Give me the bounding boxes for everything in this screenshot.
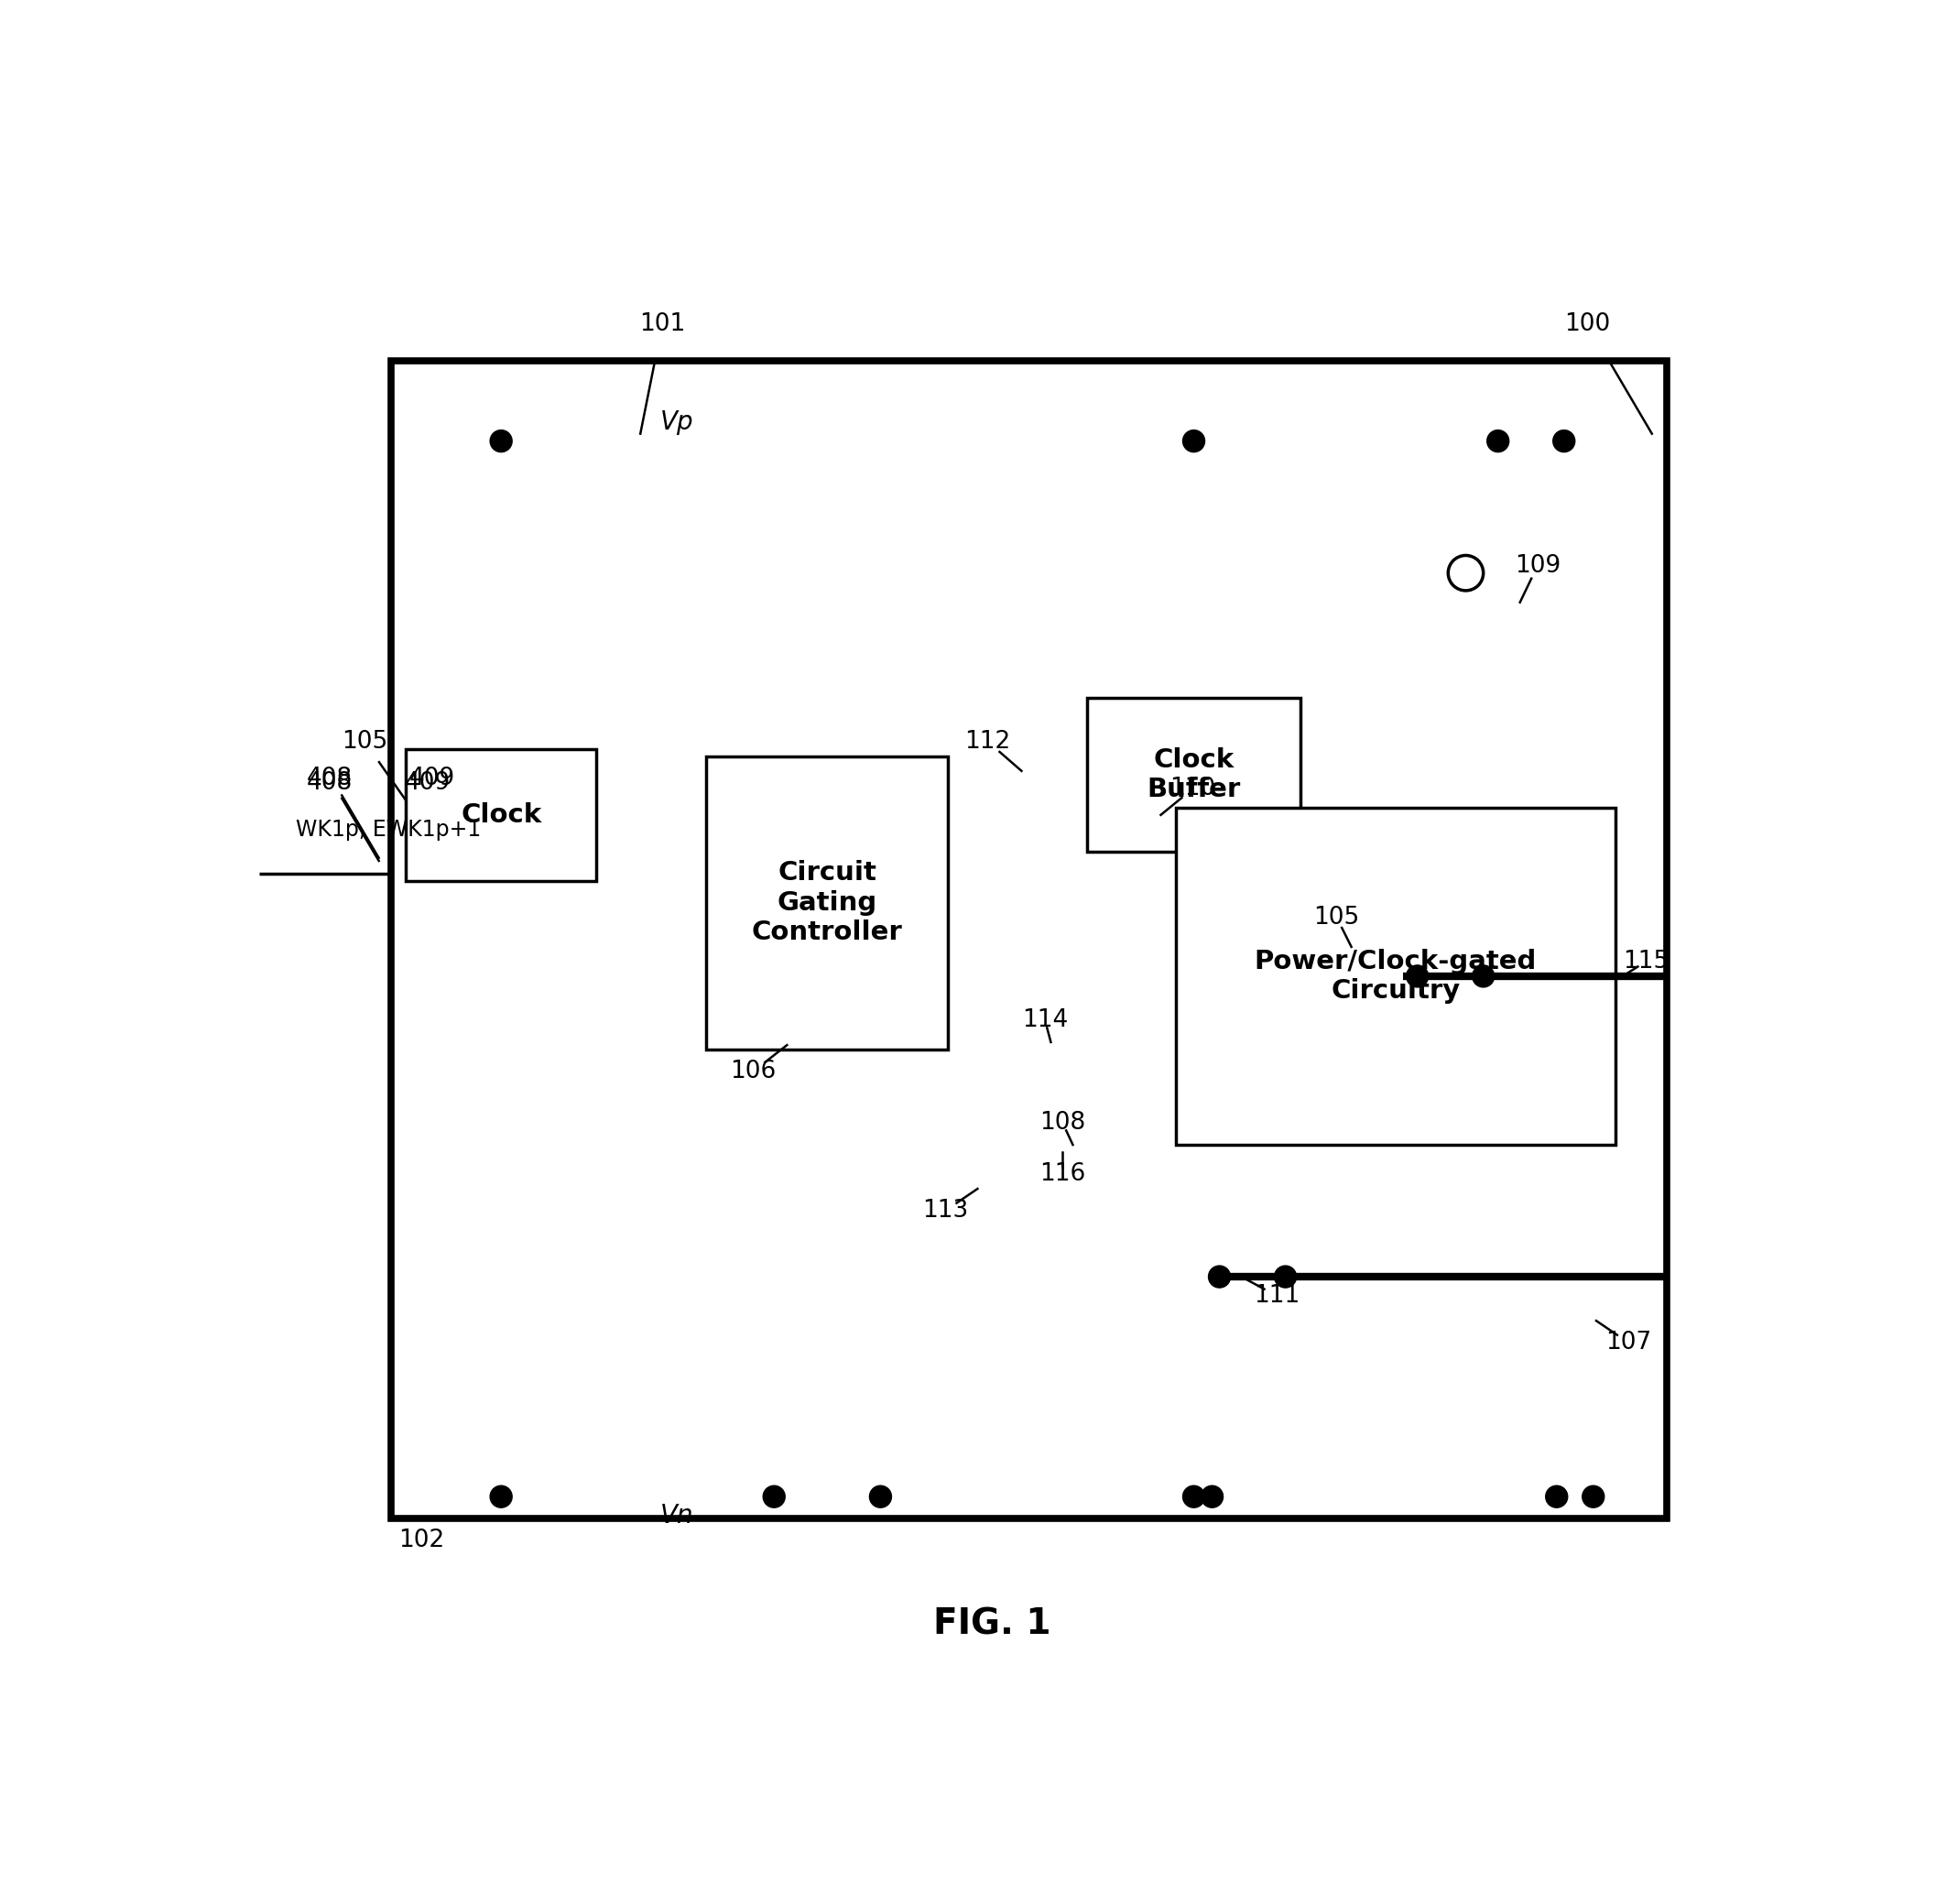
Circle shape [1545,1485,1568,1508]
Circle shape [1471,965,1495,986]
Circle shape [490,430,513,451]
Bar [1088,697,1301,851]
Circle shape [1208,1266,1231,1287]
Text: 100: 100 [1564,312,1611,335]
Circle shape [869,1485,891,1508]
Circle shape [763,1485,786,1508]
Text: 107: 107 [1605,1331,1651,1354]
Text: 108: 108 [1040,1110,1086,1135]
Text: FIG. 1: FIG. 1 [933,1607,1051,1641]
Bar [391,360,1667,1519]
Bar [407,748,596,882]
Circle shape [1183,430,1204,451]
Text: Circuit
Gating
Controller: Circuit Gating Controller [751,861,902,946]
Text: 408: 408 [306,771,352,794]
Circle shape [1200,1485,1224,1508]
Text: 409: 409 [405,771,451,794]
Bar [707,756,949,1049]
Text: 106: 106 [730,1059,776,1083]
Text: WK1p, EWK1p+1: WK1p, EWK1p+1 [296,819,480,840]
Text: 110: 110 [1169,777,1216,800]
Circle shape [490,1485,513,1508]
Text: 105: 105 [343,729,387,754]
Text: 111: 111 [1255,1283,1299,1308]
Text: 409: 409 [408,765,455,790]
Text: 114: 114 [1022,1009,1069,1032]
Text: 101: 101 [639,312,685,335]
Text: 105: 105 [1315,906,1359,929]
Circle shape [1274,1266,1297,1287]
Text: 408: 408 [306,765,352,790]
Text: 113: 113 [922,1200,968,1222]
Circle shape [1406,965,1429,986]
Text: 116: 116 [1040,1161,1086,1186]
Text: 102: 102 [399,1529,445,1552]
Text: 112: 112 [964,729,1011,754]
Circle shape [1553,430,1576,451]
Text: Clock
Buffer: Clock Buffer [1146,746,1241,802]
Circle shape [1582,1485,1605,1508]
Text: Vn: Vn [660,1502,693,1529]
Text: 115: 115 [1622,950,1669,973]
Circle shape [1183,1485,1204,1508]
Bar [1175,807,1615,1144]
Text: Vp: Vp [660,409,693,434]
Text: 109: 109 [1514,554,1560,577]
Circle shape [1487,430,1508,451]
Text: Power/Clock-gated
Circuitry: Power/Clock-gated Circuitry [1255,948,1537,1003]
Text: Clock: Clock [461,802,542,828]
